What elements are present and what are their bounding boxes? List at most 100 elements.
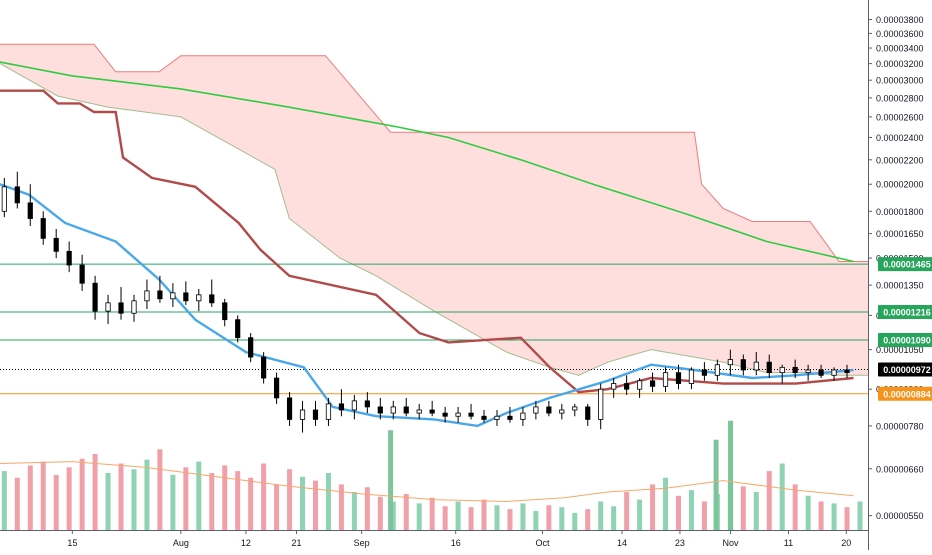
candle-body	[455, 412, 461, 417]
candle-body	[183, 292, 189, 302]
candle-body	[507, 415, 513, 420]
level-price-label: 0.00001465	[883, 260, 931, 270]
volume-bar	[779, 463, 785, 530]
candle-body	[403, 406, 409, 414]
volume-bar	[455, 501, 461, 530]
volume-bar	[351, 492, 357, 530]
candle-body	[636, 380, 643, 390]
volume-bar	[377, 496, 383, 530]
candle-body	[494, 415, 500, 420]
candle-body	[416, 409, 422, 414]
candle-body	[714, 364, 720, 376]
volume-bar	[481, 499, 487, 530]
volume-bar	[559, 507, 565, 530]
x-tick-label: Sep	[354, 538, 370, 548]
candle-body	[131, 300, 137, 314]
volume-bar-spike	[713, 439, 719, 530]
level-price-tag	[878, 304, 932, 319]
candle-body	[157, 290, 163, 300]
candle-body	[364, 400, 370, 408]
ichimoku-cloud	[0, 43, 868, 376]
volume-bar	[688, 490, 694, 530]
volume-bar	[572, 512, 578, 530]
y-tick-label: 0.00003600	[876, 29, 924, 39]
volume-bar	[533, 511, 539, 530]
candle-body	[92, 282, 98, 312]
volume-bar	[261, 463, 267, 530]
candle-body	[14, 186, 20, 204]
cloud-upper-line	[0, 43, 868, 262]
candle-body	[53, 237, 59, 252]
level-price-label: 0.00001216	[883, 307, 931, 317]
candle-body	[688, 369, 695, 384]
level-price-tag	[878, 257, 932, 272]
volume-bar	[325, 473, 331, 530]
y-tick-label: 0.00003200	[876, 59, 924, 69]
cloud-lower-line	[0, 63, 868, 376]
volume-bar	[740, 486, 746, 530]
volume-bar-spike	[388, 430, 394, 530]
volume-bar	[546, 505, 552, 530]
y-tick-label: 0.00002200	[876, 155, 924, 165]
candle-body	[144, 290, 150, 302]
candle-body	[572, 406, 578, 411]
candle-body	[209, 294, 215, 304]
volume-bar	[144, 459, 150, 530]
candle-body	[585, 406, 591, 420]
candle-body	[520, 412, 526, 420]
volume-bar	[157, 449, 163, 530]
candle-body	[727, 359, 733, 366]
candle-body	[611, 383, 617, 390]
candle-body	[27, 202, 33, 219]
y-tick-label: 0.00002400	[876, 133, 924, 143]
candle-body	[261, 356, 267, 379]
volume-bar	[624, 492, 630, 530]
y-tick-label: 0.00000660	[876, 464, 924, 474]
volume-bar	[235, 471, 241, 530]
volume-bar	[79, 458, 85, 530]
candle-body	[792, 366, 798, 374]
candle-body	[805, 369, 811, 374]
candle-body	[273, 377, 280, 399]
candle-body	[662, 372, 669, 387]
candle-body	[766, 361, 772, 374]
y-tick-label: 0.00003400	[876, 44, 924, 54]
candle-body	[649, 380, 656, 387]
candle-body	[546, 406, 552, 414]
candle-body	[624, 383, 630, 390]
level-price-tag	[878, 386, 932, 401]
x-tick-label: 20	[841, 538, 851, 548]
volume-bar	[338, 484, 344, 530]
volume-bar	[805, 495, 811, 530]
volume-bar	[650, 484, 656, 530]
candle-body	[351, 400, 357, 411]
candle-body	[325, 403, 332, 420]
x-tick-label: 14	[617, 538, 627, 548]
volume-bar	[442, 506, 448, 530]
level-price-label: 0.00000972	[883, 365, 931, 375]
volume-bar	[611, 506, 617, 530]
x-tick-label: Oct	[535, 538, 550, 548]
candle-body	[675, 372, 682, 384]
volume-bar	[53, 474, 59, 530]
y-tick-label: 0.00001650	[876, 229, 924, 239]
y-tick-label: 0.00002000	[876, 180, 924, 190]
indicator-lines	[0, 61, 868, 428]
candle-body	[105, 302, 111, 312]
volume-bar	[92, 454, 98, 530]
candle-body	[235, 319, 241, 339]
volume-bar	[183, 467, 189, 530]
volume-bar	[390, 501, 396, 530]
candle-body	[831, 369, 837, 376]
y-tick-label: 0.00000550	[876, 511, 924, 521]
long-ma-line	[0, 61, 854, 263]
y-tick-label: 0.00000780	[876, 421, 924, 431]
volume-bar	[766, 471, 772, 530]
x-tick-label: Aug	[173, 538, 189, 548]
candle-body	[753, 361, 759, 371]
volume-bar	[844, 507, 850, 530]
volume-bar	[585, 509, 591, 530]
